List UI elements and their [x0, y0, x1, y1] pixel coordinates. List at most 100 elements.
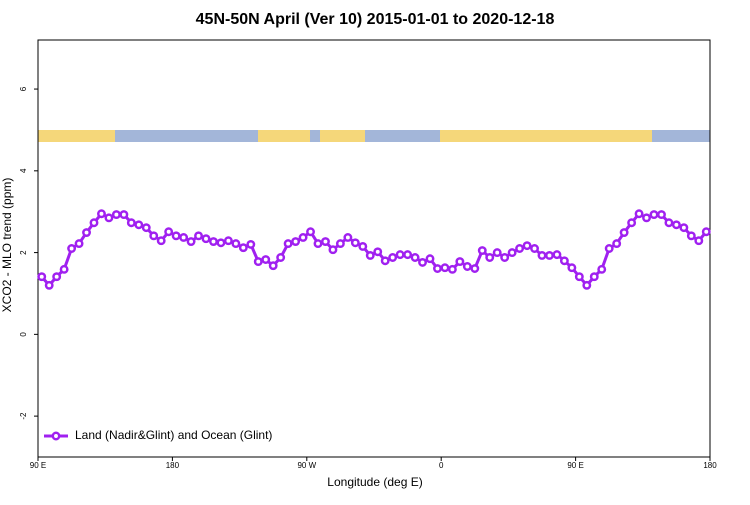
data-point	[216, 238, 226, 248]
data-point	[582, 280, 592, 290]
data-point	[537, 251, 547, 260]
data-point	[276, 253, 286, 262]
y-axis-label: XCO2 - MLO trend (ppm)	[0, 178, 14, 313]
data-point	[358, 242, 368, 251]
data-point	[253, 257, 263, 267]
y-tick-label: 4	[19, 168, 28, 173]
data-point	[433, 264, 442, 273]
data-point	[649, 210, 659, 220]
data-point	[179, 233, 189, 242]
data-point	[671, 220, 681, 230]
data-point	[403, 250, 413, 260]
data-point	[335, 239, 345, 249]
data-point	[164, 227, 174, 237]
data-point	[388, 253, 398, 262]
data-point	[365, 251, 375, 260]
data-point	[418, 257, 427, 267]
data-point	[574, 272, 584, 282]
y-tick-label: -2	[19, 412, 28, 420]
data-point	[119, 210, 129, 220]
y-tick-label: 2	[19, 250, 28, 255]
data-point	[440, 263, 450, 273]
data-point	[37, 272, 47, 282]
data-point	[455, 257, 465, 267]
land-band	[440, 130, 652, 142]
data-point	[291, 237, 301, 247]
data-point	[97, 209, 106, 219]
data-point	[425, 254, 435, 264]
chart-title: 45N-50N April (Ver 10) 2015-01-01 to 202…	[196, 11, 555, 28]
data-point	[559, 256, 569, 266]
land-band	[258, 130, 310, 142]
data-point	[350, 238, 360, 248]
data-point	[201, 234, 211, 244]
data-point	[171, 231, 181, 241]
data-point	[306, 227, 315, 237]
data-point	[395, 250, 405, 260]
data-point	[67, 244, 77, 253]
data-point	[328, 245, 338, 255]
data-point	[604, 244, 614, 253]
land-ocean-strip	[38, 130, 710, 142]
data-point	[246, 239, 256, 249]
data-point	[410, 253, 420, 262]
data-point	[313, 239, 323, 249]
data-point	[373, 247, 383, 257]
data-point	[500, 253, 510, 262]
data-point	[552, 250, 562, 260]
data-point	[298, 233, 308, 242]
data-point	[485, 253, 495, 262]
data-point	[149, 231, 159, 241]
x-tick-label: 180	[166, 461, 180, 470]
data-point	[126, 218, 136, 228]
x-tick-label: 90 E	[30, 461, 46, 470]
data-point	[343, 233, 353, 242]
legend-label: Land (Nadir&Glint) and Ocean (Glint)	[75, 428, 272, 442]
x-tick-label: 180	[703, 461, 717, 470]
data-point	[194, 231, 203, 241]
data-point	[589, 272, 599, 282]
data-point	[642, 213, 651, 223]
data-point	[477, 246, 487, 255]
data-point	[597, 264, 607, 274]
legend-marker	[51, 431, 61, 441]
land-band	[320, 130, 365, 142]
data-point	[111, 210, 121, 220]
data-point	[567, 263, 577, 273]
data-point	[657, 210, 666, 220]
data-point	[545, 251, 554, 260]
x-tick-label: 90 W	[297, 461, 316, 470]
data-point	[701, 227, 711, 237]
data-point	[619, 228, 629, 238]
data-point	[268, 261, 278, 271]
x-tick-label: 90 E	[567, 461, 583, 470]
data-point	[447, 264, 457, 274]
data-point	[380, 256, 390, 266]
data-point	[283, 239, 293, 249]
data-point	[261, 255, 271, 264]
data-point	[89, 218, 99, 228]
data-point	[507, 248, 517, 258]
data-point	[104, 213, 114, 223]
plot-frame	[37, 39, 711, 458]
data-point	[134, 220, 144, 230]
y-tick-label: 6	[19, 86, 28, 91]
data-point	[462, 262, 472, 271]
data-point	[186, 237, 196, 247]
data-point	[209, 237, 218, 247]
data-point	[74, 239, 84, 249]
data-point	[664, 218, 674, 228]
data-point	[52, 272, 62, 282]
data-point	[627, 218, 637, 228]
data-point	[686, 231, 696, 241]
data-point	[515, 244, 525, 253]
data-point	[44, 280, 54, 290]
data-point	[612, 239, 622, 249]
data-point	[634, 209, 644, 219]
data-point	[238, 243, 248, 253]
data-point	[82, 228, 91, 238]
data-point	[59, 264, 69, 274]
data-point	[223, 236, 233, 246]
x-tick-label: 0	[439, 461, 444, 470]
data-point	[530, 244, 539, 253]
